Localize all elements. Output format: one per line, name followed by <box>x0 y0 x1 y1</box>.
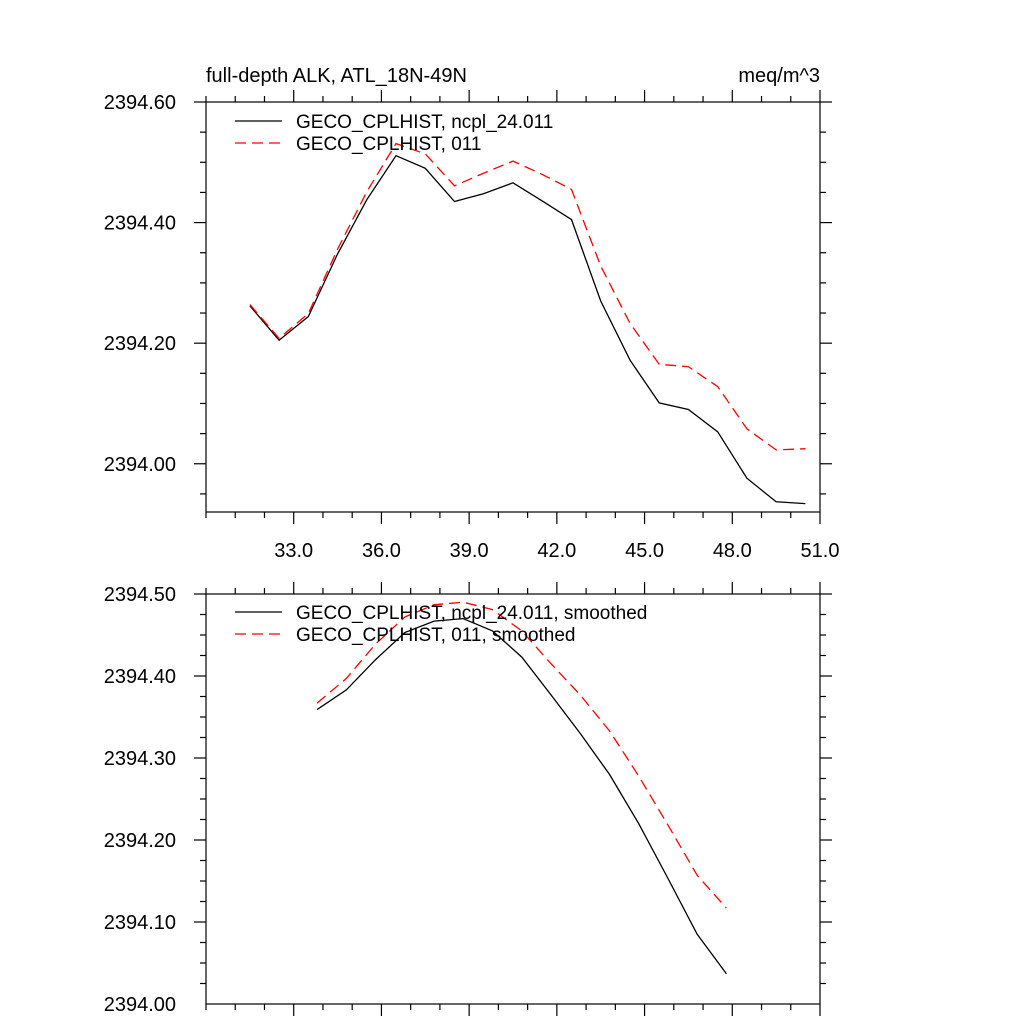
y-tick-label: 2394.00 <box>104 454 176 476</box>
y-tick-label: 2394.60 <box>104 92 176 114</box>
y-tick-label: 2394.00 <box>104 994 176 1016</box>
x-tick-label: 33.0 <box>274 540 313 562</box>
series-line-dashed <box>316 601 727 909</box>
x-tick-label: 45.0 <box>625 540 664 562</box>
x-tick-label: 42.0 <box>537 540 576 562</box>
series-line-solid <box>249 154 806 505</box>
bottom-panel: 2394.00 2394.10 2394.20 2394.30 2394.40 2394.… <box>104 582 832 1016</box>
legend-label-dashed-smoothed: GECO_CPLHIST, 011, smoothed <box>296 625 576 646</box>
y-tick-label: 2394.20 <box>104 333 176 355</box>
y-tick-label: 2394.10 <box>104 912 176 934</box>
y-tick-label: 2394.40 <box>104 213 176 235</box>
y-tick-label: 2394.20 <box>104 830 176 852</box>
x-tick-label: 36.0 <box>362 540 401 562</box>
plot-frame <box>205 101 821 513</box>
x-tick-label: 48.0 <box>713 540 752 562</box>
legend-label-dashed: GECO_CPLHIST, 011 <box>296 134 482 155</box>
x-tick-label: 39.0 <box>450 540 489 562</box>
legend-label-solid-smoothed: GECO_CPLHIST, ncpl_24.011, smoothed <box>296 603 647 624</box>
top-legend: GECO_CPLHIST, ncpl_24.011 GECO_CPLHIST, … <box>235 112 553 155</box>
plot-frame <box>205 593 821 1005</box>
y-tick-label: 2394.50 <box>104 584 176 606</box>
x-tick-label: 51.0 <box>801 540 840 562</box>
top-chart-title: full-depth ALK, ATL_18N-49N <box>206 65 467 87</box>
y-tick-label: 2394.40 <box>104 666 176 688</box>
legend-label-solid: GECO_CPLHIST, ncpl_24.011 <box>296 112 553 133</box>
top-panel: full-depth ALK, ATL_18N-49N meq/m^3 33.0… <box>104 65 840 562</box>
series-line-solid <box>316 617 727 975</box>
y-tick-label: 2394.30 <box>104 748 176 770</box>
bottom-legend: GECO_CPLHIST, ncpl_24.011, smoothed GECO… <box>235 603 647 646</box>
series-line-dashed <box>249 142 806 451</box>
top-chart-units: meq/m^3 <box>738 65 820 87</box>
